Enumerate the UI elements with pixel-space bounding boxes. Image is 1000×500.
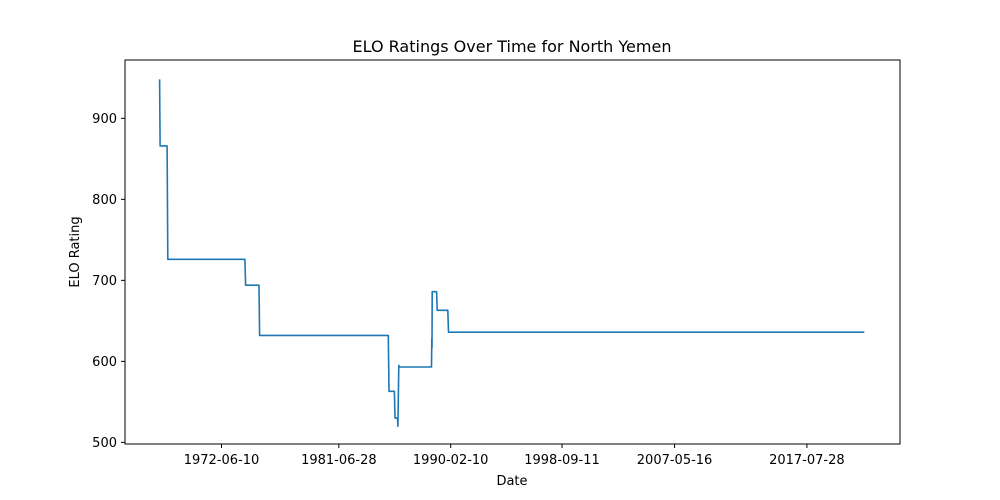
y-axis-label: ELO Rating xyxy=(68,216,83,287)
x-axis: 1972-06-10 1981-06-28 1990-02-10 1998-09-11… xyxy=(184,444,845,468)
y-axis: 500 600 700 800 900 xyxy=(92,112,125,451)
x-tick-label: 2017-07-28 xyxy=(769,453,845,468)
y-tick-label: 900 xyxy=(92,112,117,127)
chart-title: ELO Ratings Over Time for North Yemen xyxy=(353,37,672,56)
y-tick-label: 800 xyxy=(92,193,117,208)
x-tick-label: 1998-09-11 xyxy=(524,453,600,468)
y-tick-label: 700 xyxy=(92,274,117,289)
x-tick-label: 2007-05-16 xyxy=(637,453,713,468)
x-tick-label: 1981-06-28 xyxy=(301,453,377,468)
y-tick-label: 500 xyxy=(92,436,117,451)
y-tick-label: 600 xyxy=(92,355,117,370)
x-axis-label: Date xyxy=(496,474,527,489)
series-line-north-yemen xyxy=(158,79,865,427)
plot-area xyxy=(158,79,865,427)
plot-frame xyxy=(124,59,901,445)
x-tick-label: 1990-02-10 xyxy=(413,453,489,468)
x-tick-label: 1972-06-10 xyxy=(184,453,260,468)
